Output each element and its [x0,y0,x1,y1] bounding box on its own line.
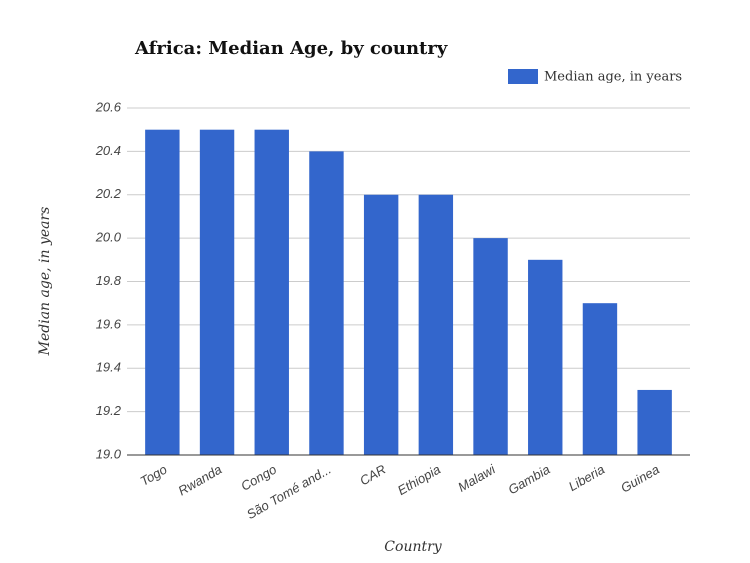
legend-swatch [508,69,538,84]
y-tick-label: 19.0 [96,446,122,461]
bar [528,259,563,455]
y-tick-label: 19.8 [96,273,122,288]
y-tick-label: 20.4 [95,143,121,158]
bar [309,151,344,455]
x-tick-label: Rwanda [175,462,224,499]
y-tick-label: 20.6 [95,99,122,114]
x-tick-label: Gambia [506,462,553,498]
bar [363,194,399,455]
x-tick-label: Liberia [566,462,607,495]
y-tick-label: 19.2 [96,403,122,418]
bar [418,194,454,455]
x-tick-label: Togo [137,462,169,489]
bar [199,129,235,455]
bar [145,129,180,455]
y-axis-title: Median age, in years [37,207,53,357]
x-tick-label: CAR [357,462,388,489]
y-tick-label: 19.6 [96,316,122,331]
y-tick-label: 19.4 [96,360,121,375]
bar [254,129,289,455]
x-axis-title: Country [384,539,442,555]
bar [473,238,508,455]
y-tick-label: 20.2 [95,186,122,201]
x-tick-label: Guinea [618,462,662,496]
x-tick-label: Ethiopia [395,462,443,498]
x-tick-label: Malawi [455,461,498,495]
bar [582,303,618,455]
y-tick-label: 20.0 [95,230,122,245]
legend-label: Median age, in years [544,70,682,85]
chart-title: Africa: Median Age, by country [134,38,448,59]
x-tick-label: Congo [238,462,279,494]
bar [637,389,672,455]
